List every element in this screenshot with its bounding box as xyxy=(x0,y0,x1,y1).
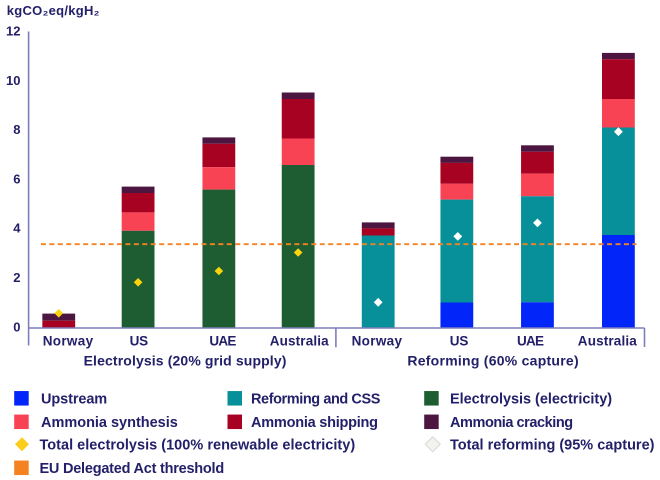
svg-text:US: US xyxy=(130,333,149,348)
svg-text:Electrolysis (20% grid supply): Electrolysis (20% grid supply) xyxy=(84,353,287,369)
svg-text:UAE: UAE xyxy=(517,333,544,348)
svg-text:Ammonia shipping: Ammonia shipping xyxy=(251,415,378,431)
svg-text:Total reforming (95% capture): Total reforming (95% capture) xyxy=(450,437,655,453)
svg-text:kgCO₂eq/kgH₂: kgCO₂eq/kgH₂ xyxy=(7,3,100,18)
svg-text:Norway: Norway xyxy=(43,333,94,348)
svg-text:Australia: Australia xyxy=(578,333,637,348)
svg-text:4: 4 xyxy=(13,221,21,236)
svg-text:12: 12 xyxy=(6,24,20,39)
svg-text:2: 2 xyxy=(13,270,20,285)
svg-text:Ammonia cracking: Ammonia cracking xyxy=(450,415,573,431)
svg-text:Ammonia synthesis: Ammonia synthesis xyxy=(41,415,178,431)
svg-text:Reforming (60% capture): Reforming (60% capture) xyxy=(407,353,578,369)
svg-text:US: US xyxy=(450,333,469,348)
svg-text:Total electrolysis (100% renew: Total electrolysis (100% renewable elect… xyxy=(40,437,356,453)
svg-text:UAE: UAE xyxy=(209,333,236,348)
svg-text:EU Delegated Act threshold: EU Delegated Act threshold xyxy=(40,461,225,477)
svg-text:Norway: Norway xyxy=(352,333,403,348)
svg-text:8: 8 xyxy=(13,122,20,137)
svg-text:10: 10 xyxy=(6,73,20,88)
svg-text:6: 6 xyxy=(13,171,20,186)
svg-text:Reforming and CSS: Reforming and CSS xyxy=(251,391,381,407)
svg-text:Electrolysis (electricity): Electrolysis (electricity) xyxy=(450,391,612,407)
svg-text:0: 0 xyxy=(13,319,20,334)
svg-text:Upstream: Upstream xyxy=(41,391,107,407)
svg-text:Australia: Australia xyxy=(270,333,329,348)
